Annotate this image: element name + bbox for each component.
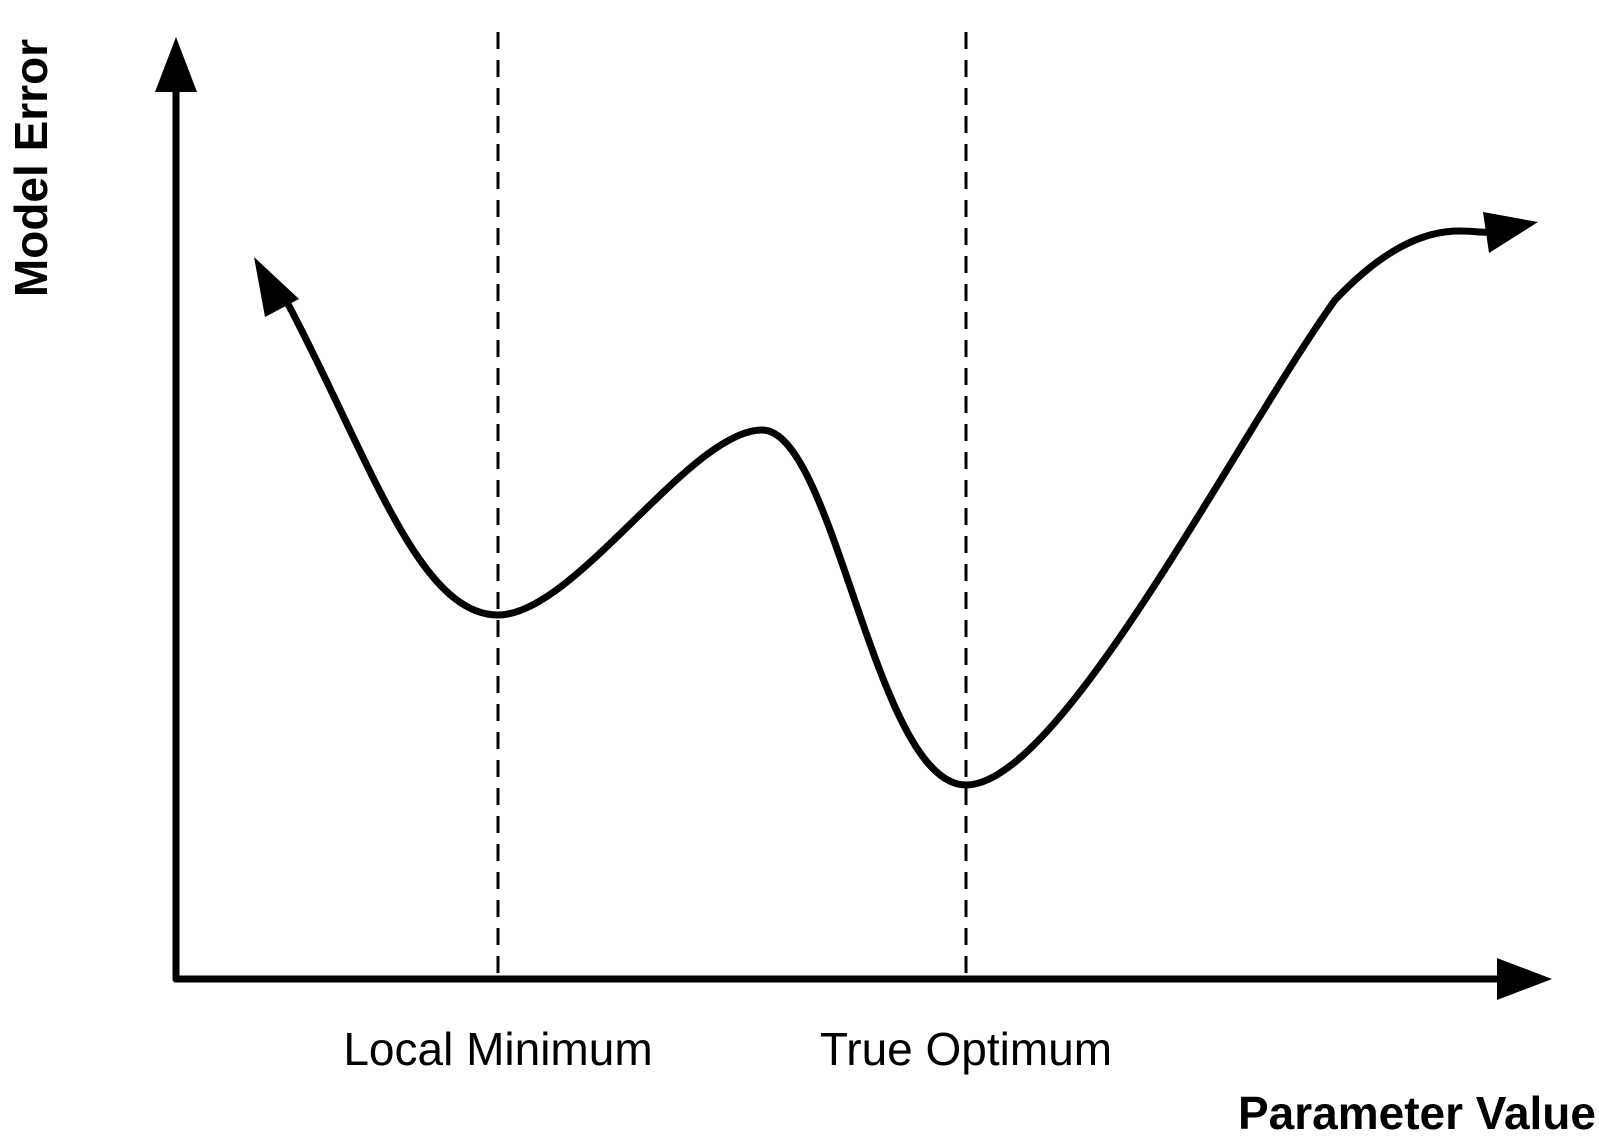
y-axis-title: Model Error [5, 39, 57, 297]
true-optimum-label: True Optimum [820, 1023, 1112, 1075]
curve-right-arrowhead [1483, 212, 1538, 253]
error-curve [284, 227, 1494, 789]
x-axis-arrowhead [1497, 958, 1552, 1000]
y-axis-arrowhead [155, 37, 197, 92]
x-axis-title: Parameter Value [1238, 1087, 1596, 1139]
local-minimum-label: Local Minimum [343, 1023, 652, 1075]
curve-left-arrowhead [254, 257, 299, 317]
